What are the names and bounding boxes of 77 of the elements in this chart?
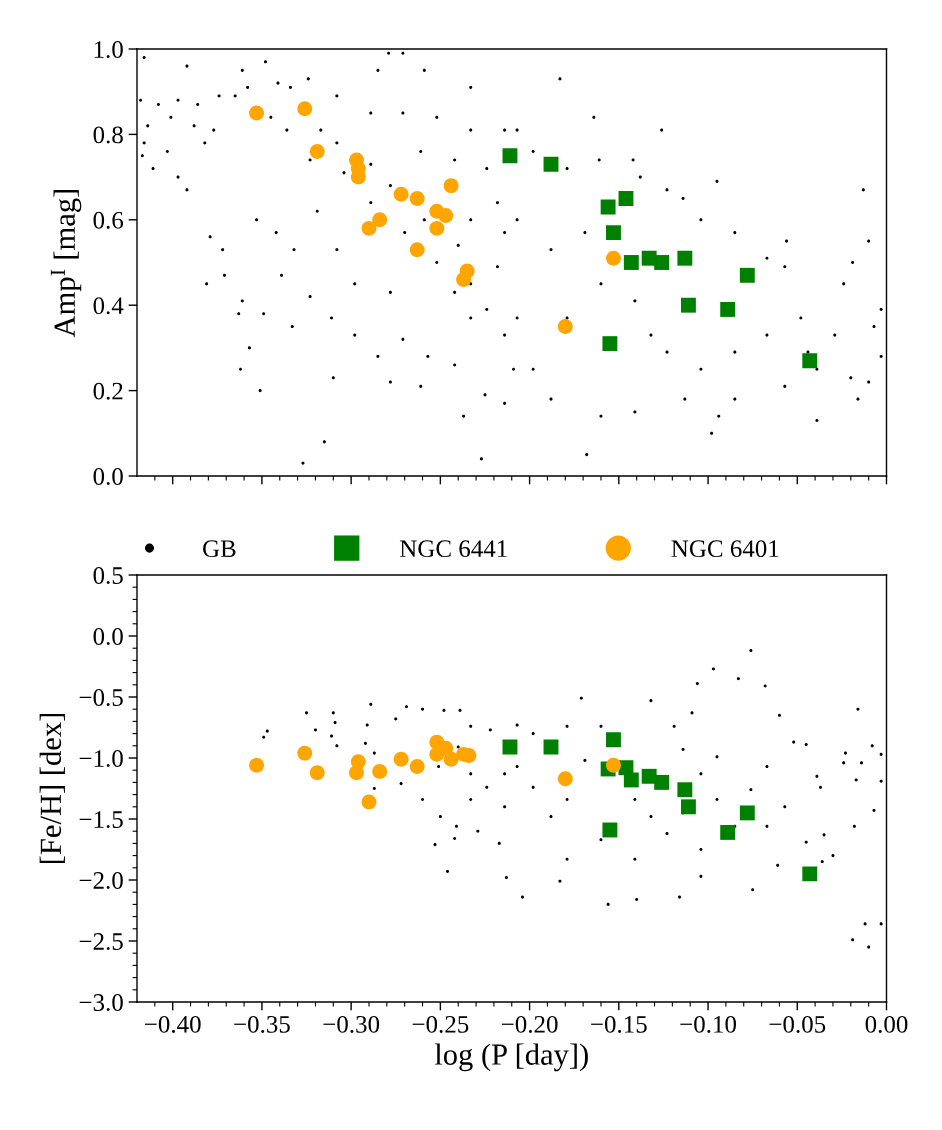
y-tick-label: 0.8 [93,126,123,144]
y-tick-label: −1.5 [79,811,123,829]
x-tick-label: −0.15 [591,1015,647,1033]
x-tick-label: 0.00 [865,1015,908,1033]
x-tick-label: −0.25 [412,1015,469,1033]
point [606,732,621,748]
point [393,186,409,202]
x-tick-label: −0.20 [501,1015,558,1033]
point [438,208,454,223]
point [249,105,265,121]
y-tick-label: −3.0 [79,994,123,1012]
y-tick-label: 0.0 [93,628,123,646]
point [393,751,409,767]
y-axis-title: Amp$^{I}$ [mag] [50,190,82,338]
point [456,272,472,288]
point [677,250,693,266]
y-tick-label: 1.0 [94,41,123,59]
x-tick-label: −0.30 [323,1015,380,1033]
point [802,866,818,882]
point [429,746,445,762]
x-tick-label: −0.10 [680,1015,737,1033]
point [739,805,755,821]
point [720,824,736,840]
point [623,772,639,788]
point [543,156,559,172]
x-tick-label: −0.35 [234,1015,290,1033]
y-tick-label: −2.0 [79,872,123,890]
point [600,199,616,215]
point [602,336,618,352]
y-tick-label: 0.4 [93,297,124,315]
point [739,267,755,283]
point [309,765,325,781]
point [372,763,388,779]
legend-label: NGC 6401 [671,540,779,558]
point [361,794,377,810]
point [802,353,818,369]
point [623,255,639,270]
y-tick-label: −0.5 [79,689,123,707]
y-tick-label: 0.6 [93,211,124,229]
point [720,302,736,317]
point [680,297,696,313]
point [502,148,518,164]
point [557,319,573,334]
y-tick-label: −2.5 [79,933,123,951]
point [654,255,670,270]
point [409,759,425,774]
point [409,191,425,206]
y-tick-label: 0.2 [93,382,123,400]
point [618,191,634,206]
point [350,754,366,770]
y-tick-label: 0.5 [93,567,123,585]
point [249,757,265,773]
point [677,782,693,798]
point [443,178,459,194]
point [297,745,313,761]
legend-label: NGC 6441 [399,540,507,558]
point [429,220,445,236]
point [606,250,621,266]
point [409,242,425,258]
point [297,101,313,117]
point [606,225,621,241]
point [654,774,670,790]
point [309,144,325,159]
point [443,751,459,767]
x-tick-label: −0.40 [145,1015,201,1033]
point [602,822,618,838]
point [557,771,573,787]
x-tick-label: −0.05 [769,1015,826,1033]
y-tick-label: −1.0 [79,750,123,768]
y-tick-label: 0.0 [93,468,123,486]
x-axis-title: log (P [day]) [434,1043,588,1072]
point [606,757,621,773]
point [680,799,696,815]
point [361,220,377,236]
point [372,212,388,228]
y-axis-title: [Fe/H] [dex] [39,713,65,864]
legend-label: GB [203,540,236,558]
